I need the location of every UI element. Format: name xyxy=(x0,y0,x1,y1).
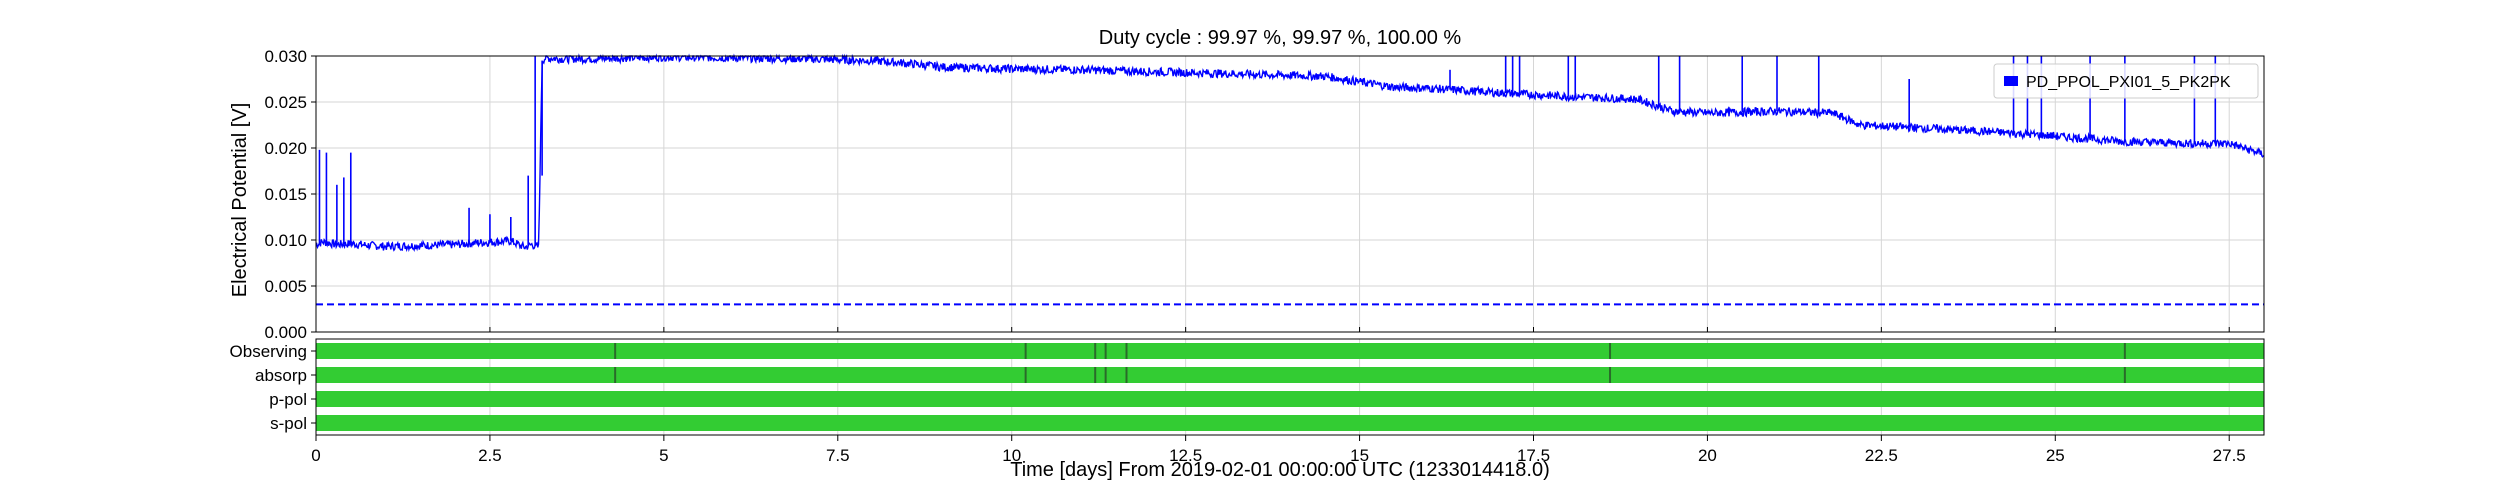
y-tick-label: 0.010 xyxy=(264,231,307,250)
x-tick-label: 25 xyxy=(2046,446,2065,465)
x-tick-label: 5 xyxy=(659,446,668,465)
y-tick-label: 0.030 xyxy=(264,47,307,66)
state-row-label: p-pol xyxy=(269,390,307,409)
x-tick-label: 22.5 xyxy=(1865,446,1898,465)
legend-swatch xyxy=(2004,76,2018,86)
x-axis-label: Time [days] From 2019-02-01 00:00:00 UTC… xyxy=(1010,459,1550,481)
series-line xyxy=(315,53,2265,253)
y-tick-label: 0.015 xyxy=(264,185,307,204)
legend-label: PD_PPOL_PXI01_5_PK2PK xyxy=(2026,74,2231,91)
x-tick-label: 17.5 xyxy=(1517,446,1550,465)
state-row-label: absorp xyxy=(255,366,307,385)
y-tick-label: 0.005 xyxy=(264,277,307,296)
spike-group xyxy=(318,56,2217,246)
state-bar xyxy=(316,343,2264,359)
y-axis-label: Electrical Potential [V] xyxy=(229,103,251,298)
y-tick-label: 0.020 xyxy=(264,139,307,158)
state-bars xyxy=(315,339,2264,435)
legend: PD_PPOL_PXI01_5_PK2PK xyxy=(1993,63,2259,99)
x-tick-label: 27.5 xyxy=(2213,446,2246,465)
y-tick-label: 0.025 xyxy=(264,93,307,112)
main-plot-grid xyxy=(315,55,2264,333)
state-bar xyxy=(316,391,2264,407)
x-tick-label: 0 xyxy=(311,446,320,465)
state-bar xyxy=(316,367,2264,383)
x-tick-label: 20 xyxy=(1698,446,1717,465)
x-tick-label: 7.5 xyxy=(826,446,850,465)
state-row-label: s-pol xyxy=(270,414,307,433)
x-tick-label: 10 xyxy=(1002,446,1021,465)
state-row-label: Observing xyxy=(230,342,307,361)
y-tick-label: 0.000 xyxy=(264,323,307,342)
state-bar xyxy=(316,415,2264,431)
state-plot-frame xyxy=(315,338,2265,436)
x-tick-label: 12.5 xyxy=(1169,446,1202,465)
tick-group: 0.000 0.005 0.010 0.015 0.020 0.025 0.030 Obser… xyxy=(230,47,2246,465)
x-tick-label: 2.5 xyxy=(478,446,502,465)
legend-box xyxy=(1993,63,2259,99)
x-tick-label: 15 xyxy=(1350,446,1369,465)
series-group xyxy=(315,53,2265,253)
chart-title: Duty cycle : 99.97 %, 99.97 %, 100.00 % xyxy=(1099,27,1462,49)
